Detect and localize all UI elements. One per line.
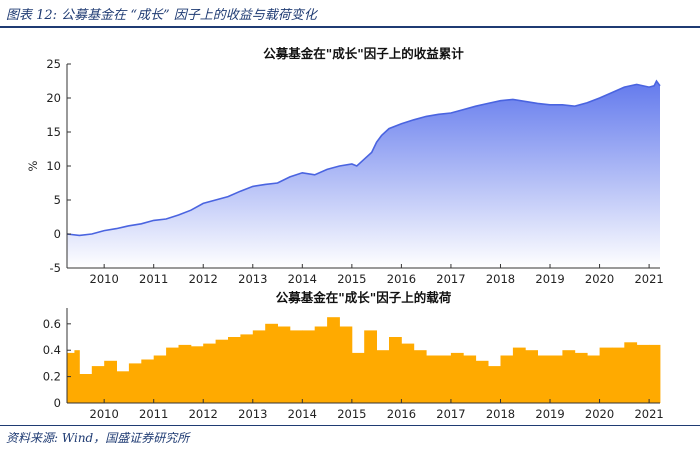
bottom-bar (450, 352, 464, 403)
bottom-bar (67, 352, 75, 403)
title-rule (0, 26, 700, 28)
cumulative-return-chart: 公募基金在"成长"因子上的收益累计 -5 0 5 10 15 20 25 2010 2011 201… (26, 46, 664, 286)
top-y-tick-label: -5 (50, 261, 61, 275)
bottom-bar (463, 355, 477, 403)
top-y-tick-label: 0 (54, 227, 61, 241)
bottom-bar (438, 355, 452, 403)
top-y-label: % (26, 160, 40, 171)
source-note: 资料来源: Wind，国盛证券研究所 (6, 431, 190, 445)
bottom-bar (475, 360, 489, 403)
top-y-tick-label: 25 (46, 57, 61, 71)
bottom-x-tick-label: 2010 (90, 407, 119, 421)
bottom-bar (364, 330, 377, 403)
bottom-bar (413, 350, 427, 403)
bottom-bar (228, 337, 241, 403)
bottom-bar (190, 346, 204, 403)
top-x-tick-label: 2011 (139, 272, 168, 286)
bottom-bar (512, 347, 526, 403)
top-x-tick-label: 2016 (387, 272, 416, 286)
bottom-bar (203, 343, 216, 403)
bottom-x-tick-label: 2021 (634, 407, 663, 421)
top-y-tick-label: 15 (46, 125, 61, 139)
top-x-tick-label: 2015 (337, 272, 366, 286)
bottom-bar (104, 360, 117, 403)
top-x-tick-label: 2010 (90, 272, 119, 286)
bottom-bar (611, 347, 625, 403)
bottom-bar (636, 344, 650, 403)
bottom-bar (74, 350, 80, 403)
top-x-tick-label: 2021 (634, 272, 663, 286)
bottom-x-tick-label: 2016 (387, 407, 416, 421)
bottom-bar (574, 352, 588, 403)
bottom-x-tick-label: 2015 (337, 407, 366, 421)
top-series-line (66, 79, 661, 237)
top-title: 公募基金在"成长"因子上的收益累计 (263, 46, 464, 61)
bottom-bar (215, 339, 229, 403)
bottom-x-tick-label: 2012 (189, 407, 218, 421)
bottom-x-tick-label: 2011 (139, 407, 168, 421)
bottom-title: 公募基金在"成长"因子上的载荷 (276, 290, 452, 305)
top-x-tick-label: 2017 (436, 272, 465, 286)
bottom-bar (537, 355, 551, 403)
top-y-tick-label: 20 (46, 91, 61, 105)
source-rule (0, 425, 700, 426)
bottom-y-tick-label: 0.6 (43, 317, 61, 331)
bottom-x-tick-label: 2014 (288, 407, 317, 421)
bottom-bar (178, 344, 192, 403)
bottom-bar (240, 334, 254, 403)
bottom-bar (599, 347, 613, 403)
bottom-bar (376, 350, 390, 403)
bottom-bar (649, 344, 661, 403)
bottom-bar (314, 326, 328, 403)
bottom-bar (401, 343, 415, 403)
bottom-bar (252, 330, 266, 403)
top-x-tick-label: 2012 (189, 272, 218, 286)
bottom-bar (389, 337, 402, 403)
bottom-bar (624, 342, 638, 403)
bottom-bar (128, 363, 142, 403)
bottom-y-tick-label: 0.2 (43, 370, 61, 384)
top-x-tick-label: 2013 (238, 272, 267, 286)
bottom-y-tick-label: 0.4 (43, 343, 61, 357)
top-y-tick-label: 5 (54, 193, 61, 207)
bottom-x-tick-label: 2020 (585, 407, 614, 421)
bottom-bar (91, 366, 105, 403)
bottom-bar (116, 371, 130, 403)
bottom-bar (339, 326, 353, 403)
bottom-bar (500, 355, 514, 403)
bottom-bar (426, 355, 439, 403)
bottom-bar (79, 374, 93, 403)
bottom-bar (141, 359, 155, 403)
loading-chart: 公募基金在"成长"因子上的载荷 0 0.2 0.4 0.6 2010 2011 2012 201… (43, 290, 664, 421)
bottom-bar (351, 352, 365, 403)
top-x-tick-label: 2014 (288, 272, 317, 286)
figure-title: 图表 12: 公募基金在 “成长” 因子上的收益与载荷变化 (6, 8, 317, 23)
top-area-fill (67, 81, 660, 268)
bottom-bar (289, 330, 303, 403)
bottom-bar (302, 330, 316, 403)
bottom-bar (525, 350, 538, 403)
bottom-bar (153, 355, 167, 403)
bottom-x-tick-label: 2017 (436, 407, 465, 421)
bottom-bar (587, 355, 600, 403)
bottom-bar (550, 355, 563, 403)
bottom-bar (166, 347, 179, 403)
bottom-bar (327, 317, 340, 403)
bottom-bar (265, 323, 278, 403)
top-x-tick-label: 2020 (585, 272, 614, 286)
top-x-tick-label: 2018 (486, 272, 515, 286)
bottom-bar (488, 366, 501, 403)
bottom-y-tick-label: 0 (54, 396, 61, 410)
bottom-x-tick-label: 2013 (238, 407, 267, 421)
bottom-bar (277, 326, 291, 403)
bottom-x-tick-label: 2018 (486, 407, 515, 421)
top-x-tick-label: 2019 (535, 272, 564, 286)
top-y-tick-label: 10 (46, 159, 61, 173)
bottom-bar (562, 350, 576, 403)
bottom-x-tick-label: 2019 (535, 407, 564, 421)
